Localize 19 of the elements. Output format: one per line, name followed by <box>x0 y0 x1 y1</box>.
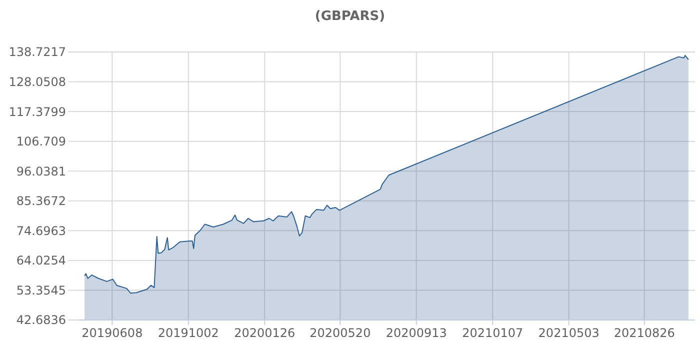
y-tick-label: 85.3672 <box>16 194 66 208</box>
x-tick-label: 20210107 <box>462 326 524 340</box>
x-tick-label: 20190608 <box>82 326 143 340</box>
y-tick-label: 106.709 <box>16 134 66 149</box>
chart-title: (GBPARS) <box>314 9 386 24</box>
y-tick-label: 96.0381 <box>16 164 66 178</box>
y-tick-label: 53.3545 <box>16 283 66 298</box>
x-tick-label: 20210503 <box>538 326 600 340</box>
x-tick-label: 20200126 <box>234 326 296 340</box>
y-tick-label: 74.6963 <box>16 224 66 238</box>
y-tick-label: 128.0508 <box>8 74 66 89</box>
y-tick-label: 117.3799 <box>8 104 66 119</box>
x-tick-label: 20210826 <box>614 326 675 340</box>
x-tick-label: 20191002 <box>158 326 219 340</box>
x-tick-label: 20200520 <box>310 326 371 340</box>
y-tick-label: 42.6836 <box>16 313 66 328</box>
y-tick-label: 138.7217 <box>8 45 66 60</box>
y-tick-label: 64.0254 <box>16 254 66 268</box>
x-tick-label: 20200913 <box>386 326 447 340</box>
